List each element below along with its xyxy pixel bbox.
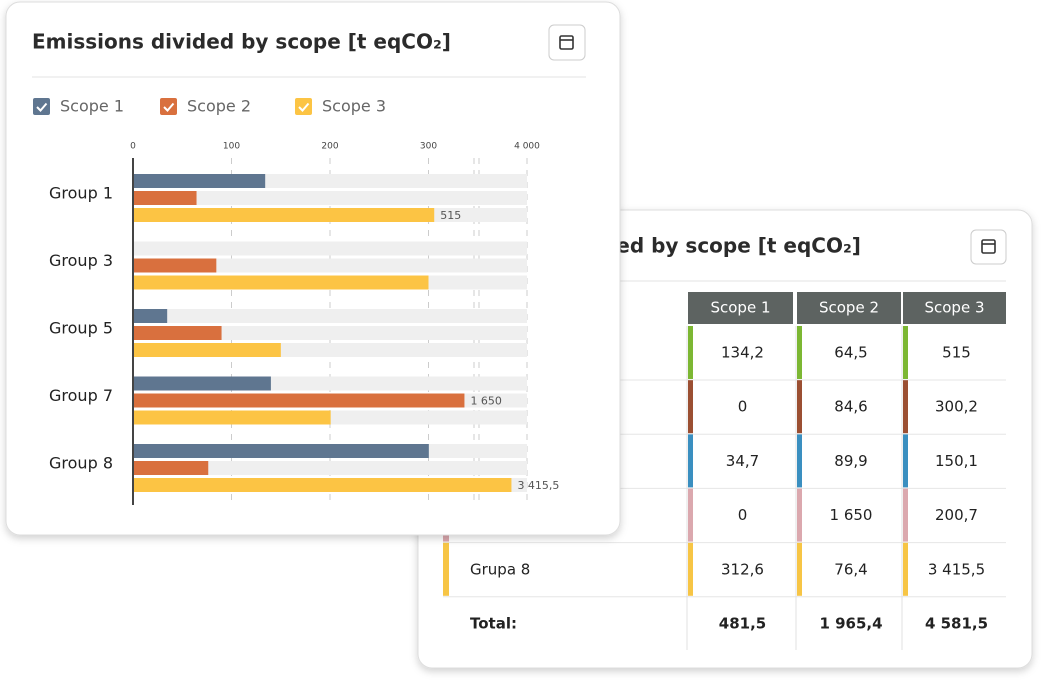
cell-stripe: [688, 542, 693, 596]
total-value: 4 581,5: [925, 615, 988, 633]
column-header: [903, 292, 1006, 324]
column-header: [688, 292, 793, 324]
cell-stripe: [797, 542, 802, 596]
cell-stripe: [688, 326, 693, 379]
cell-value: 64,5: [834, 344, 867, 362]
legend-checkbox: [160, 98, 177, 115]
bar: [133, 478, 512, 492]
cell-stripe: [797, 488, 802, 542]
column-header-label: Scope 1: [710, 299, 770, 317]
legend-check: [163, 102, 175, 112]
bar: [133, 191, 197, 205]
y-tick-label: Group 3: [49, 251, 113, 270]
legend-check: [36, 102, 48, 112]
bar-track: [133, 258, 527, 273]
cell-value: 76,4: [834, 560, 867, 578]
bar-track: [133, 461, 527, 475]
total-value: 1 965,4: [819, 615, 882, 633]
y-tick-label: Group 1: [49, 184, 113, 203]
legend-label: Scope 2: [187, 97, 251, 116]
y-tick-label: Group 5: [49, 319, 113, 338]
cell-value: 134,2: [721, 344, 764, 362]
x-tick-label: 100: [223, 142, 240, 152]
bar: [133, 174, 266, 188]
calendar-button[interactable]: [970, 229, 1007, 265]
cell-stripe: [797, 434, 802, 488]
y-tick-label: Group 8: [49, 454, 113, 473]
cell-value: 312,6: [721, 560, 764, 578]
cell-stripe: [903, 542, 908, 596]
cell-value: 0: [738, 398, 748, 416]
calendar-button[interactable]: [548, 24, 586, 61]
row-stripe: [443, 542, 449, 596]
bar: [133, 376, 271, 391]
bar: [133, 343, 281, 357]
bar-track: [133, 241, 527, 256]
data-label: 1 650: [470, 395, 502, 408]
cell-stripe: [688, 488, 693, 542]
cell-stripe: [797, 380, 802, 434]
total-label: Total:: [470, 615, 517, 633]
y-tick-label: Group 7: [49, 386, 113, 405]
x-tick-label: 200: [321, 142, 338, 152]
total-value: 481,5: [719, 615, 766, 633]
bar: [133, 258, 217, 273]
cell-stripe: [903, 380, 908, 434]
bar: [133, 461, 209, 475]
column-header-label: Scope 3: [924, 299, 984, 317]
x-tick-label: 4 000: [514, 142, 540, 152]
data-label: 3 415,5: [517, 479, 559, 492]
bar: [133, 410, 331, 425]
chart-title: Emissions divided by scope [t eqCO₂]: [32, 30, 451, 54]
legend-checkbox: [295, 98, 312, 115]
bar: [133, 208, 435, 222]
cell-value: 150,1: [935, 452, 978, 470]
data-label: 515: [440, 209, 461, 222]
legend-checkbox: [33, 98, 50, 115]
bar: [133, 444, 429, 458]
bar: [133, 326, 222, 340]
cell-stripe: [797, 326, 802, 379]
cell-value: 515: [942, 344, 971, 362]
cell-stripe: [903, 326, 908, 379]
x-tick-label: 0: [130, 142, 136, 152]
bar: [133, 275, 429, 290]
x-tick-label: 300: [420, 142, 437, 152]
legend-check: [298, 102, 310, 112]
column-header-label: Scope 2: [819, 299, 879, 317]
cell-value: 0: [738, 506, 748, 524]
cell-value: 200,7: [935, 506, 978, 524]
cell-stripe: [688, 434, 693, 488]
cell-value: 300,2: [935, 398, 978, 416]
bar-track: [133, 191, 527, 205]
bar-track: [133, 309, 527, 323]
column-header: [797, 292, 901, 324]
cell-value: 34,7: [726, 452, 759, 470]
chart-card: Emissions divided by scope [t eqCO₂] Sco…: [5, 1, 621, 536]
bar: [133, 393, 465, 408]
cell-stripe: [688, 380, 693, 434]
legend-label: Scope 1: [60, 97, 124, 116]
bar-track: [133, 326, 527, 340]
bar: [133, 309, 168, 323]
legend-label: Scope 3: [322, 97, 386, 116]
cell-stripe: [903, 488, 908, 542]
cell-value: 1 650: [830, 506, 873, 524]
cell-value: 84,6: [834, 398, 867, 416]
cell-value: 89,9: [834, 452, 867, 470]
cell-stripe: [903, 434, 908, 488]
cell-value: 3 415,5: [928, 560, 985, 578]
row-label: Grupa 8: [470, 560, 530, 578]
